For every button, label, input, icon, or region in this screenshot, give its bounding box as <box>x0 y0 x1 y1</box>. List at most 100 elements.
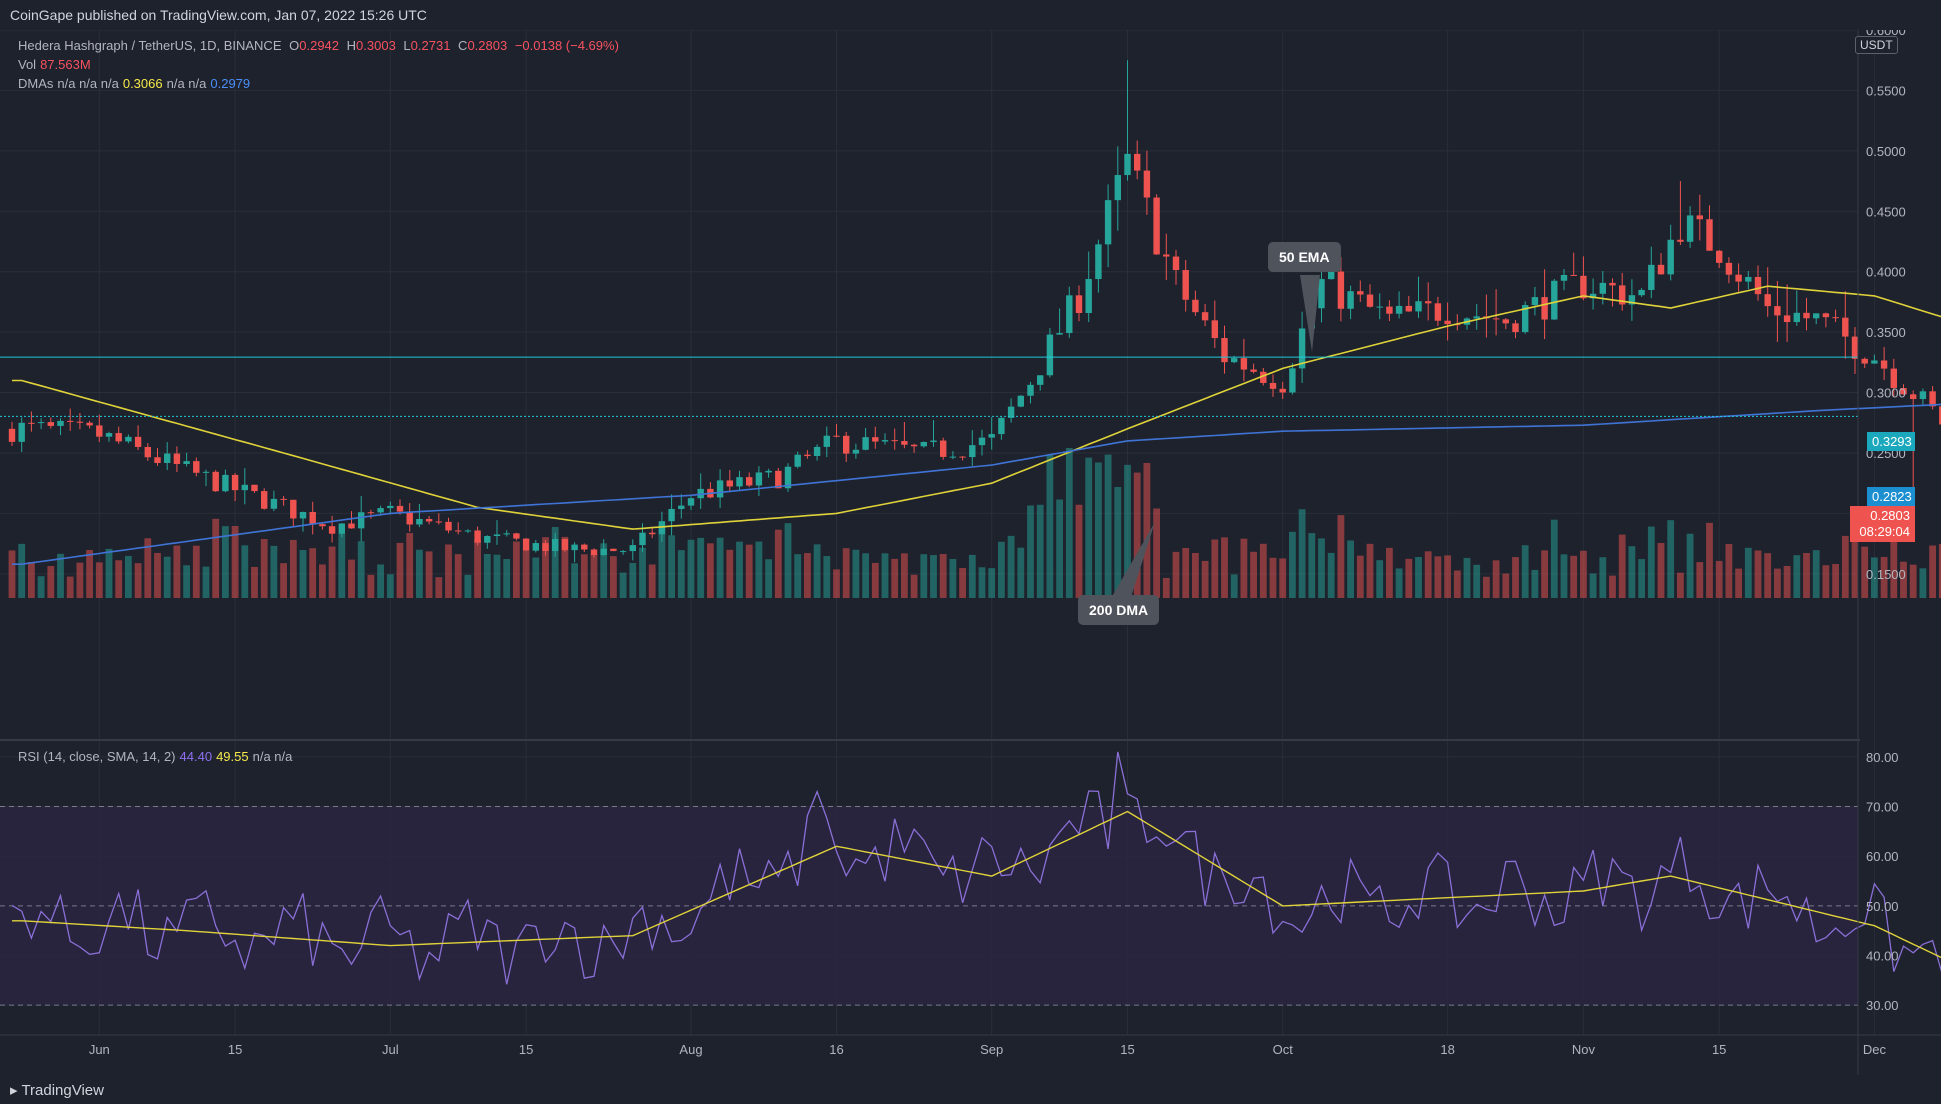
volume-bar <box>1774 568 1781 598</box>
rsi-tick-label: 60.00 <box>1866 849 1899 864</box>
time-tick-label: Oct <box>1273 1042 1294 1057</box>
candle <box>1104 184 1112 268</box>
volume-bar <box>1095 462 1102 598</box>
volume-bar <box>1531 569 1539 598</box>
volume-bar <box>115 560 123 598</box>
dma-price-tag: 0.2823 <box>1867 487 1915 506</box>
candle <box>619 549 627 555</box>
candle <box>891 428 898 450</box>
candle <box>1551 278 1558 320</box>
candle <box>86 420 93 429</box>
volume-bar <box>522 550 530 598</box>
candle <box>1366 284 1374 308</box>
volume-bar <box>978 567 986 598</box>
volume-bar <box>241 545 249 598</box>
volume-bar <box>57 553 64 598</box>
candle <box>1813 313 1820 325</box>
volume-bar <box>1104 454 1112 598</box>
volume-bar <box>1841 535 1849 598</box>
rsi-label[interactable]: RSI (14, close, SMA, 14, 2) <box>18 749 176 764</box>
volume-bar <box>1192 553 1199 598</box>
legend-close: 0.2803 <box>467 38 508 53</box>
time-axis[interactable]: Jun15Jul15Aug16Sep15Oct18Nov15Dec1520221… <box>89 1042 1941 1057</box>
volume-bar <box>1211 539 1219 598</box>
candle <box>1269 374 1277 397</box>
volume-bar <box>629 562 637 598</box>
volume-bar <box>1027 505 1034 598</box>
volume-bar <box>513 541 520 598</box>
candle <box>1182 259 1189 312</box>
volume-bar <box>1240 538 1248 598</box>
level-price-tag: 0.3293 <box>1867 432 1915 451</box>
rsi-sma-value: 49.55 <box>216 749 249 764</box>
volume-bar <box>1221 537 1228 598</box>
volume-bar <box>1356 555 1364 598</box>
volume-bar <box>222 526 229 598</box>
candle <box>212 470 219 492</box>
candle <box>28 411 35 432</box>
volume-bar <box>1832 564 1839 598</box>
candle <box>571 542 578 563</box>
candle <box>231 472 239 502</box>
volume-bar <box>299 550 307 598</box>
rsi-tick-label: 30.00 <box>1866 998 1899 1013</box>
currency-label[interactable]: USDT <box>1855 36 1898 54</box>
volume-bar <box>1909 564 1917 598</box>
candle <box>1890 358 1897 398</box>
volume-bar <box>464 574 472 598</box>
volume-bar <box>125 555 132 598</box>
price-tick-label: 0.6000 <box>1866 30 1906 38</box>
volume-bar <box>1628 546 1636 598</box>
volume-bar <box>454 554 462 598</box>
volume-bar <box>1502 573 1510 598</box>
volume-label[interactable]: Vol <box>18 57 37 72</box>
volume-bar <box>1580 550 1587 598</box>
volume-bar <box>1609 575 1616 598</box>
candle <box>532 540 539 553</box>
volume-bar <box>881 553 889 598</box>
candle <box>1463 317 1471 330</box>
candle <box>833 424 840 438</box>
dma-legend: DMAs n/a n/a n/a 0.3066 n/a n/a 0.2979 <box>18 76 254 91</box>
volume-bar <box>1861 546 1869 598</box>
volume-bar <box>338 533 346 598</box>
volume-bar <box>833 569 840 598</box>
volume-bar <box>610 556 617 598</box>
volume-bar <box>377 564 384 598</box>
candle <box>1201 303 1209 327</box>
volume-bar <box>1473 564 1481 598</box>
volume-bar <box>1065 448 1073 598</box>
volume-bar <box>8 550 16 598</box>
candle <box>261 488 268 510</box>
volume-bar <box>988 568 996 598</box>
volume-bar <box>1182 547 1190 598</box>
volume-bar <box>1250 551 1257 598</box>
candle <box>1822 312 1830 328</box>
candle <box>57 418 64 436</box>
candle <box>949 451 957 460</box>
volume-bar <box>435 577 443 598</box>
dmas-label[interactable]: DMAs <box>18 76 54 91</box>
candle <box>920 441 927 448</box>
volume-bar <box>1289 531 1296 598</box>
candle <box>697 473 704 509</box>
volume-bar <box>1376 560 1384 598</box>
legend-symbol[interactable]: Hedera Hashgraph / TetherUS, 1D, BINANCE <box>18 38 282 53</box>
candle <box>610 548 617 552</box>
rsi-axis[interactable]: 30.00 40.00 50.00 60.00 70.00 80.00 <box>1866 750 1899 1013</box>
candles[interactable] <box>8 60 1941 563</box>
tradingview-logo[interactable]: ▸ TradingView <box>10 1081 104 1099</box>
candle <box>183 452 190 467</box>
chart-canvas[interactable]: 0.15000.20000.25000.30000.35000.40000.45… <box>0 30 1941 1075</box>
volume-bar <box>1386 547 1393 598</box>
volume-bar <box>1744 547 1752 598</box>
candle <box>998 417 1005 440</box>
dma-value-1: 0.3066 <box>122 76 163 91</box>
candle <box>1560 269 1568 291</box>
candle <box>96 414 103 442</box>
candle <box>1725 257 1733 284</box>
candle <box>1473 303 1480 330</box>
candle <box>270 490 278 512</box>
volume-bar <box>445 544 452 598</box>
candle <box>804 450 811 459</box>
